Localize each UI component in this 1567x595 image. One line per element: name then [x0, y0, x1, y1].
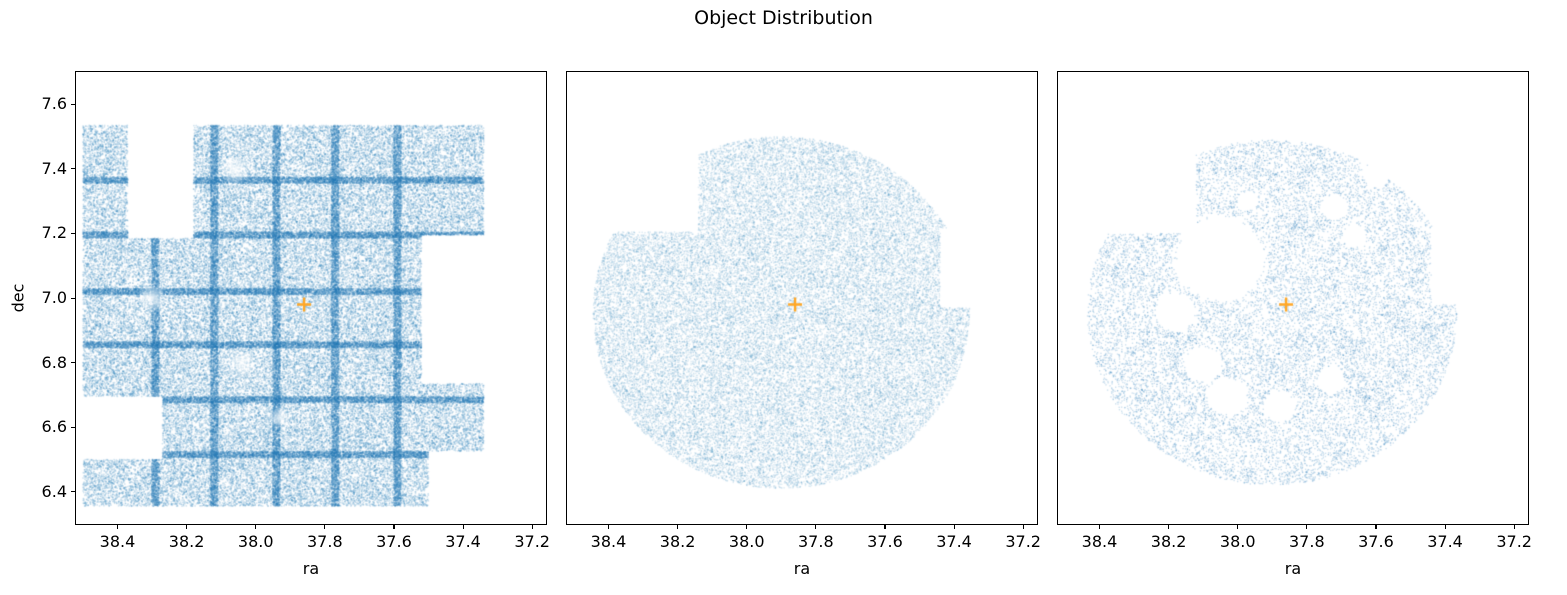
ytick-mark — [71, 103, 75, 105]
xtick-mark — [1022, 525, 1024, 529]
ytick-label: 6.4 — [41, 481, 67, 501]
xtick-mark — [116, 525, 119, 529]
x-axis-label: ra — [1284, 559, 1302, 578]
xtick-label: 37.2 — [1005, 532, 1041, 551]
xtick-label: 37.8 — [307, 532, 343, 551]
panel-no_cuts: No cuts — [75, 71, 547, 525]
ytick-mark — [71, 491, 75, 493]
xtick-label: 37.4 — [1427, 532, 1463, 551]
ytick-mark — [71, 362, 75, 364]
xtick-label: 38.4 — [1081, 532, 1118, 551]
scatter-canvas-dup_redseq_cuts — [567, 72, 1037, 524]
ytick-label: 6.6 — [41, 417, 67, 437]
ytick-mark — [71, 297, 75, 299]
xtick-label: 38.0 — [237, 532, 274, 551]
xtick-label: 37.6 — [867, 532, 903, 551]
xtick-mark — [815, 525, 817, 529]
ytick-label: 7.2 — [41, 223, 67, 243]
y-axis-label: dec — [8, 283, 28, 313]
xtick-mark — [1168, 525, 1170, 529]
panel-all_cuts: All cuts — [1057, 71, 1529, 525]
panel-dup_redseq_cuts: Duplicate and Red Sequence Cuts — [566, 71, 1038, 525]
xtick-label: 38.2 — [659, 532, 696, 551]
xtick-label: 38.2 — [1150, 532, 1187, 551]
ytick-label: 6.8 — [41, 352, 67, 372]
xtick-label: 37.8 — [798, 532, 834, 551]
xtick-label: 37.2 — [1496, 532, 1532, 551]
xtick-label: 38.0 — [728, 532, 765, 551]
xtick-mark — [1306, 525, 1308, 529]
xtick-mark — [255, 525, 257, 529]
xtick-label: 37.4 — [936, 532, 972, 551]
ytick-mark — [71, 232, 75, 235]
xtick-label: 38.4 — [99, 532, 136, 551]
x-axis-label: ra — [793, 559, 811, 578]
xtick-mark — [531, 525, 533, 529]
xtick-mark — [1444, 525, 1446, 529]
xtick-mark — [393, 525, 395, 529]
xtick-label: 37.2 — [514, 532, 550, 551]
xtick-label: 38.0 — [1219, 532, 1256, 551]
ytick-mark — [71, 426, 75, 428]
xtick-mark — [677, 525, 679, 529]
scatter-canvas-all_cuts — [1058, 72, 1528, 524]
xtick-mark — [746, 525, 748, 529]
xtick-label: 37.6 — [376, 532, 412, 551]
ytick-label: 7.6 — [41, 94, 67, 114]
xtick-label: 37.6 — [1358, 532, 1394, 551]
xtick-mark — [324, 525, 326, 529]
x-axis-label: ra — [302, 559, 320, 578]
xtick-mark — [1098, 525, 1101, 529]
xtick-mark — [884, 525, 886, 529]
figure-suptitle: Object Distribution — [694, 7, 873, 29]
xtick-label: 38.2 — [168, 532, 205, 551]
xtick-mark — [1237, 525, 1239, 529]
xtick-mark — [953, 525, 955, 529]
ytick-label: 7.0 — [41, 288, 67, 307]
ytick-mark — [71, 168, 75, 170]
xtick-mark — [462, 525, 464, 529]
scatter-canvas-no_cuts — [76, 72, 546, 524]
xtick-mark — [607, 525, 610, 529]
ytick-label: 7.4 — [41, 158, 67, 178]
xtick-mark — [1513, 525, 1515, 529]
xtick-label: 37.8 — [1289, 532, 1325, 551]
xtick-label: 38.4 — [590, 532, 627, 551]
xtick-mark — [186, 525, 188, 529]
xtick-label: 37.4 — [445, 532, 481, 551]
xtick-mark — [1375, 525, 1377, 529]
